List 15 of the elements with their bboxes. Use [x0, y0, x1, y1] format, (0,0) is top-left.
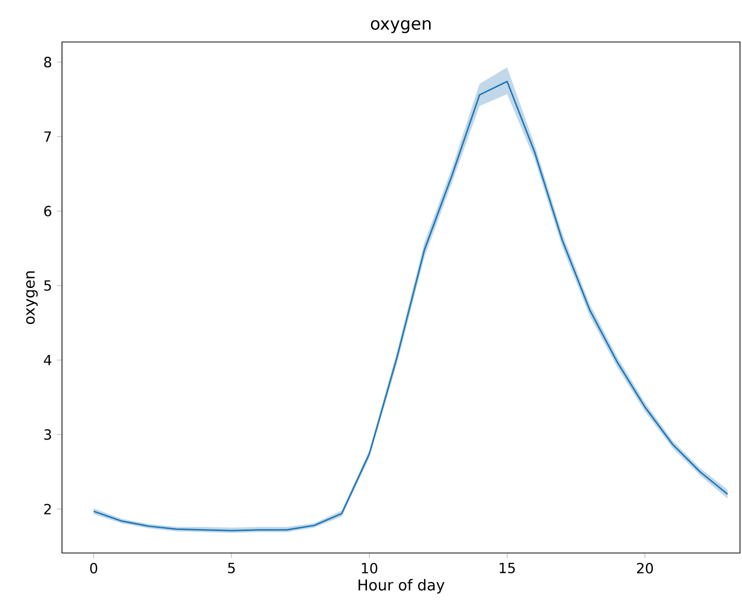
y-tick-label: 7: [44, 131, 51, 142]
x-tick-label: 15: [500, 562, 515, 574]
x-tick-label: 10: [362, 562, 378, 574]
x-axis-title: Hour of day: [358, 578, 444, 594]
x-tick-label: 20: [637, 562, 653, 574]
x-tick-label: 0: [90, 562, 98, 574]
x-tick-label: 5: [228, 562, 235, 574]
y-tick-label: 5: [44, 280, 51, 291]
y-tick-label: 2: [44, 504, 51, 514]
y-tick-label: 3: [44, 429, 52, 440]
y-tick-label: 6: [44, 206, 52, 216]
chart-title: oxygen: [370, 20, 431, 34]
y-tick-label: 8: [44, 56, 52, 68]
y-tick-label: 4: [44, 354, 52, 366]
y-axis-title: oxygen: [26, 271, 38, 324]
